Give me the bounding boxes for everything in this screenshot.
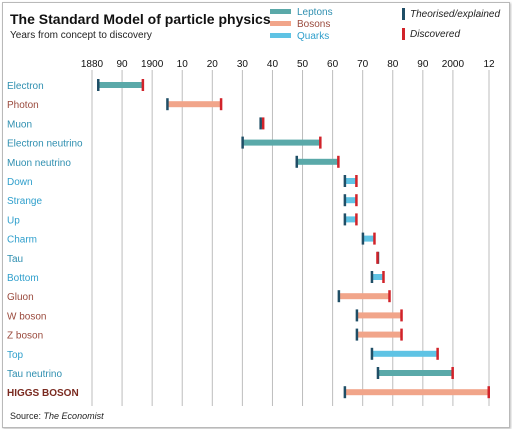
x-tick-label: 70 xyxy=(357,59,369,70)
x-tick-label: 90 xyxy=(417,59,429,70)
bar-bottom xyxy=(371,274,384,280)
theorised-marker-muon-neutrino xyxy=(295,155,299,168)
chart-subtitle: Years from concept to discovery xyxy=(10,30,152,41)
theorised-marker-tau-neutrino xyxy=(376,367,380,379)
row-label-electron: Electron xyxy=(7,81,44,92)
theorised-marker-charm xyxy=(361,232,365,245)
theorised-marker-w-boson xyxy=(355,309,359,322)
x-tick-label: 2000 xyxy=(442,59,465,70)
theorised-marker-down xyxy=(343,175,347,187)
theorised-marker-z-boson xyxy=(355,328,359,341)
discovered-marker-strange xyxy=(355,194,358,207)
bar-muon xyxy=(260,120,264,127)
row-label-top: Top xyxy=(7,350,24,361)
legend-swatch-quarks xyxy=(270,33,291,38)
source-label: Source: xyxy=(10,411,42,421)
discovered-marker-muon xyxy=(261,117,265,130)
row-label-muon: Muon xyxy=(7,119,32,130)
legend-swatch-bosons xyxy=(270,21,291,26)
theorised-marker-electron-neutrino xyxy=(241,136,244,149)
theorised-marker-top xyxy=(370,347,374,360)
x-tick-label: 1880 xyxy=(81,59,104,70)
bar-photon xyxy=(167,101,222,108)
theorised-marker-photon xyxy=(166,98,169,111)
x-tick-label: 90 xyxy=(117,59,129,70)
theorised-marker-higgs-boson xyxy=(343,386,347,399)
row-label-tau: Tau xyxy=(7,254,23,265)
row-label-electron-neutrino: Electron neutrino xyxy=(7,139,83,150)
bar-w-boson xyxy=(356,312,402,319)
discovered-marker-tau-neutrino xyxy=(451,367,454,379)
bar-muon-neutrino xyxy=(296,158,339,165)
legend-swatch-leptons xyxy=(270,9,291,14)
x-tick-label: 12 xyxy=(483,59,495,70)
theorised-marker-strange xyxy=(343,194,347,207)
discovered-marker-bottom xyxy=(382,271,385,283)
theorised-marker-muon xyxy=(259,117,262,130)
discovered-marker-higgs-boson xyxy=(487,386,490,399)
row-label-w-boson: W boson xyxy=(7,311,46,322)
row-label-charm: Charm xyxy=(7,235,37,246)
bar-charm xyxy=(362,235,375,242)
chart-title: The Standard Model of particle physics xyxy=(10,11,271,27)
row-label-bottom: Bottom xyxy=(7,273,39,284)
x-tick-label: 30 xyxy=(237,59,249,70)
bar-higgs-boson xyxy=(344,389,489,396)
chart-source: Source: The Economist xyxy=(10,411,104,421)
legend-theorised-marker xyxy=(402,8,405,20)
x-tick-label: 60 xyxy=(327,59,339,70)
discovered-marker-tau xyxy=(376,251,379,264)
legend-discovered-marker xyxy=(402,28,405,40)
discovered-marker-electron-neutrino xyxy=(319,136,322,149)
discovered-marker-muon-neutrino xyxy=(337,155,340,168)
row-label-gluon: Gluon xyxy=(7,292,34,303)
discovered-marker-down xyxy=(355,175,358,187)
legend-label-quarks: Quarks xyxy=(297,31,329,42)
row-label-z-boson: Z boson xyxy=(7,331,43,342)
theorised-marker-gluon xyxy=(337,290,341,303)
x-tick-label: 50 xyxy=(297,59,309,70)
discovered-marker-photon xyxy=(219,98,223,111)
row-label-up: Up xyxy=(7,215,20,226)
discovered-marker-z-boson xyxy=(400,328,403,341)
row-label-strange: Strange xyxy=(7,196,42,207)
bar-strange xyxy=(344,197,357,204)
x-tick-label: 40 xyxy=(267,59,279,70)
bar-electron xyxy=(98,82,144,88)
bar-electron-neutrino xyxy=(242,139,321,146)
row-label-down: Down xyxy=(7,177,33,188)
discovered-marker-gluon xyxy=(388,290,391,303)
row-label-higgs-boson: HIGGS BOSON xyxy=(7,388,79,399)
row-label-muon-neutrino: Muon neutrino xyxy=(7,158,71,169)
legend-label-leptons: Leptons xyxy=(297,7,333,18)
theorised-marker-electron xyxy=(97,79,100,91)
discovered-marker-electron xyxy=(141,79,145,91)
bar-top xyxy=(371,350,438,357)
source-name: The Economist xyxy=(43,411,104,421)
x-tick-label: 1900 xyxy=(141,59,164,70)
discovered-marker-top xyxy=(436,347,439,360)
x-tick-label: 80 xyxy=(387,59,399,70)
row-label-photon: Photon xyxy=(7,100,39,111)
discovered-marker-up xyxy=(355,213,358,226)
bar-up xyxy=(344,216,357,223)
legend-label-bosons: Bosons xyxy=(297,19,330,30)
x-tick-label: 10 xyxy=(177,59,189,70)
discovered-marker-charm xyxy=(373,232,376,245)
legend-discovered-label: Discovered xyxy=(410,29,460,40)
legend-theorised-label: Theorised/explained xyxy=(410,9,500,20)
theorised-marker-bottom xyxy=(370,271,374,283)
bar-down xyxy=(344,178,357,184)
bar-z-boson xyxy=(356,331,402,338)
bar-gluon xyxy=(338,293,390,300)
row-label-tau-neutrino: Tau neutrino xyxy=(7,369,62,380)
discovered-marker-w-boson xyxy=(400,309,403,322)
theorised-marker-up xyxy=(343,213,347,226)
x-tick-label: 20 xyxy=(207,59,219,70)
bar-tau-neutrino xyxy=(377,370,453,376)
